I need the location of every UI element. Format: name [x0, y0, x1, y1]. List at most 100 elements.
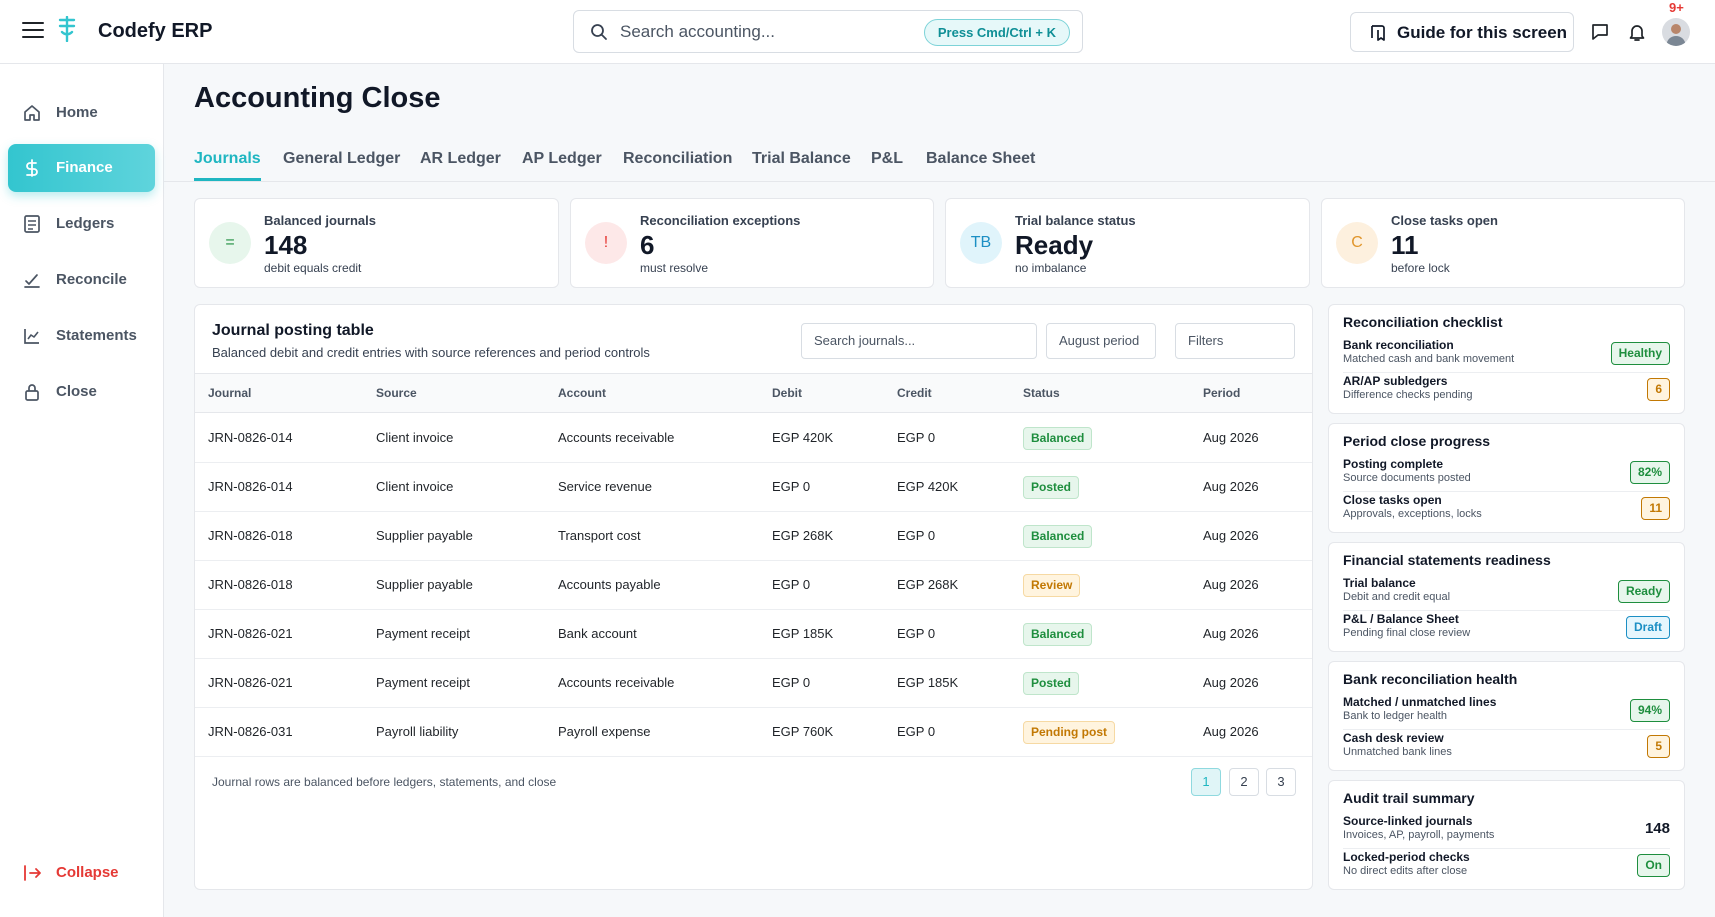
summary-card: Reconciliation checklist Bank reconciliat… — [1328, 304, 1685, 414]
cell-credit: EGP 185K — [897, 675, 959, 690]
table-row[interactable]: JRN-0826-021 Payment receipt Accounts rece… — [195, 659, 1312, 708]
stat-sub: before lock — [1391, 261, 1450, 275]
table-row[interactable]: JRN-0826-031 Payroll liability Payroll exp… — [195, 708, 1312, 757]
card-item-title: Posting complete — [1343, 457, 1444, 471]
column-header[interactable]: Period — [1203, 386, 1241, 400]
table-row[interactable]: JRN-0826-014 Client invoice Accounts recei… — [195, 414, 1312, 463]
cell-credit: EGP 0 — [897, 430, 936, 445]
cell-source: Payment receipt — [376, 626, 470, 641]
tab-journals[interactable]: Journals — [194, 150, 261, 181]
cell-period: Aug 2026 — [1203, 528, 1259, 543]
card-item-badge: 94% — [1629, 699, 1670, 722]
tab-general-ledger[interactable]: General Ledger — [283, 150, 401, 167]
column-header[interactable]: Account — [558, 386, 606, 400]
logo-icon — [58, 16, 76, 42]
panel-title: Journal posting table — [212, 322, 374, 339]
cell-journal: JRN-0826-021 — [208, 675, 293, 690]
card-item-badge: 11 — [1641, 497, 1670, 520]
card-item-sub: Unmatched bank lines — [1343, 746, 1452, 758]
top-bar: Codefy ERP Press Cmd/Ctrl + K Guide for … — [0, 0, 1715, 64]
cell-period: Aug 2026 — [1203, 479, 1259, 494]
status-badge: Balanced — [1023, 525, 1093, 548]
card-item-title: Cash desk review — [1343, 731, 1444, 745]
sidebar-item-label: Finance — [56, 159, 113, 176]
card-item-title: P&L / Balance Sheet — [1343, 612, 1459, 626]
sidebar-item-home[interactable]: Home — [8, 89, 155, 137]
summary-card: Audit trail summary Source-linked journal… — [1328, 780, 1685, 890]
collapse-icon — [24, 865, 41, 881]
page-title: Accounting Close — [194, 82, 441, 114]
avatar[interactable] — [1662, 18, 1690, 46]
table-row[interactable]: JRN-0826-018 Supplier payable Accounts pay… — [195, 561, 1312, 610]
cell-account: Accounts receivable — [558, 430, 675, 445]
table-row[interactable]: JRN-0826-021 Payment receipt Bank account E… — [195, 610, 1312, 659]
card-item-badge: Draft — [1625, 616, 1670, 639]
cell-period: Aug 2026 — [1203, 724, 1259, 739]
sidebar-item-close[interactable]: Close — [8, 368, 155, 416]
search-input[interactable] — [620, 19, 920, 45]
home-icon — [24, 105, 40, 121]
page-2-button[interactable]: 2 — [1229, 768, 1259, 796]
chart-line-icon — [24, 329, 39, 344]
cell-source: Supplier payable — [376, 577, 473, 592]
card-item-sub: Pending final close review — [1343, 627, 1471, 639]
collapse-button[interactable]: Collapse — [8, 852, 155, 892]
card-item-badge: On — [1637, 854, 1670, 877]
column-header[interactable]: Debit — [772, 386, 802, 400]
tab-ap-ledger[interactable]: AP Ledger — [522, 150, 602, 167]
tab-bar: Journals General Ledger AR Ledger AP Led… — [164, 140, 1715, 182]
card-item-title: Matched / unmatched lines — [1343, 695, 1497, 709]
cell-period: Aug 2026 — [1203, 675, 1259, 690]
chat-icon[interactable] — [1590, 22, 1610, 42]
period-select[interactable]: August period — [1046, 323, 1156, 359]
table-row[interactable]: JRN-0826-018 Supplier payable Transport co… — [195, 512, 1312, 561]
cell-journal: JRN-0826-031 — [208, 724, 293, 739]
shortcut-hint: Press Cmd/Ctrl + K — [923, 19, 1070, 46]
column-header[interactable]: Status — [1023, 386, 1060, 400]
card-title: Period close progress — [1343, 433, 1491, 449]
column-header[interactable]: Credit — [897, 386, 932, 400]
card-item-sub: No direct edits after close — [1343, 865, 1468, 877]
bell-icon[interactable] — [1627, 22, 1647, 42]
guide-button[interactable]: Guide for this screen — [1350, 12, 1574, 52]
filters-button[interactable]: Filters — [1175, 323, 1295, 359]
status-badge: Posted — [1023, 672, 1080, 695]
table-row[interactable]: JRN-0826-014 Client invoice Service revenu… — [195, 463, 1312, 512]
reconcile-icon — [24, 274, 40, 288]
sidebar-item-statements[interactable]: Statements — [8, 312, 155, 360]
cell-debit: EGP 0 — [772, 479, 811, 494]
divider — [1343, 848, 1670, 849]
tab-ar-ledger[interactable]: AR Ledger — [420, 150, 501, 167]
card-item-sub: Difference checks pending — [1343, 389, 1473, 401]
journal-search-input[interactable] — [814, 333, 1024, 348]
tab-pl[interactable]: P&L — [871, 150, 903, 167]
status-badge: Pending post — [1023, 721, 1115, 744]
card-item-badge: Ready — [1617, 580, 1670, 603]
cell-credit: EGP 420K — [897, 479, 959, 494]
page-3-button[interactable]: 3 — [1266, 768, 1296, 796]
card-item: AR/AP subledgers Difference checks pendin… — [1343, 374, 1670, 410]
cell-period: Aug 2026 — [1203, 430, 1259, 445]
dollar-icon — [26, 159, 38, 177]
card-item-title: Locked-period checks — [1343, 850, 1470, 864]
cell-journal: JRN-0826-018 — [208, 577, 293, 592]
close-tasks-icon: C — [1336, 222, 1378, 264]
book-icon — [1371, 25, 1385, 41]
cell-debit: EGP 420K — [772, 430, 834, 445]
column-header[interactable]: Journal — [208, 386, 252, 400]
cell-journal: JRN-0826-018 — [208, 528, 293, 543]
page-1-button[interactable]: 1 — [1191, 768, 1221, 796]
menu-icon[interactable] — [22, 22, 44, 40]
sidebar-item-ledgers[interactable]: Ledgers — [8, 200, 155, 248]
global-search[interactable]: Press Cmd/Ctrl + K — [573, 10, 1083, 53]
tab-trial-balance[interactable]: Trial Balance — [752, 150, 851, 167]
card-item-title: AR/AP subledgers — [1343, 374, 1448, 388]
tab-reconciliation[interactable]: Reconciliation — [623, 150, 733, 167]
journal-search[interactable] — [801, 323, 1037, 359]
tab-balance-sheet[interactable]: Balance Sheet — [926, 150, 1036, 167]
stat-close-tasks: C Close tasks open 11 before lock — [1321, 198, 1685, 288]
column-header[interactable]: Source — [376, 386, 417, 400]
cell-journal: JRN-0826-021 — [208, 626, 293, 641]
sidebar-item-finance[interactable]: Finance — [8, 144, 155, 192]
sidebar-item-reconcile[interactable]: Reconcile — [8, 256, 155, 304]
